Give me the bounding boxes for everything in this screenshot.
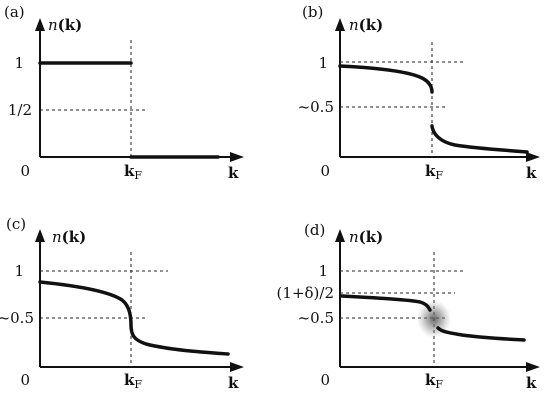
panel-a-ytick-half: 1/2 xyxy=(8,101,32,119)
panel-a-y-arrow xyxy=(35,18,45,31)
panel-b-ylabel: n(k) xyxy=(349,16,383,34)
panel-d-origin: 0 xyxy=(320,371,330,389)
panel-c-ytick-half: ~0.5 xyxy=(0,309,34,327)
panel-b-xlabel: k xyxy=(526,164,537,182)
panel-b-xtick-kf: kF xyxy=(425,162,443,182)
panel-b-ytick-1: 1 xyxy=(318,54,328,72)
panel-a-xlabel: k xyxy=(228,164,239,182)
panel-d-x-arrow xyxy=(526,362,540,372)
panel-c-y-arrow xyxy=(35,229,45,242)
panel-c-xlabel: k xyxy=(228,374,239,392)
panel-b-curve-below-kf xyxy=(338,64,434,94)
panel-a-xtick-kf: kF xyxy=(124,162,142,182)
panel-c-origin: 0 xyxy=(20,371,30,389)
panel-c-xtick-kf: kF xyxy=(124,371,142,391)
panel-d-ylabel: n(k) xyxy=(349,228,383,246)
panel-d-label: (d) xyxy=(304,221,325,239)
panel-d-curve-above-kf xyxy=(436,326,526,342)
panel-a-ylabel: n(k) xyxy=(48,16,82,34)
panel-b-curve-above-kf xyxy=(430,124,529,154)
panel-d-curve-below-kf xyxy=(340,294,432,312)
panel-d-ytick-delta: (1+δ)/2 xyxy=(277,284,334,302)
panel-d-y-arrow xyxy=(335,229,345,242)
panel-b-y-arrow xyxy=(335,18,345,31)
panel-c: (c) n(k) 1 ~0.5 0 kF k xyxy=(0,215,244,392)
panel-c-label: (c) xyxy=(6,215,26,233)
panel-d: (d) n(k) 1 (1+δ)/2 ~0.5 0 kF k xyxy=(277,221,540,392)
panel-b-x-arrow xyxy=(526,152,540,162)
panel-b-label: (b) xyxy=(302,3,323,21)
panel-a-x-arrow xyxy=(230,152,244,162)
panel-a: (a) n(k) 1 1/2 0 kF k xyxy=(4,3,244,182)
panel-a-ytick-1: 1 xyxy=(14,54,24,72)
panel-d-fuzzy-step xyxy=(417,300,451,338)
panel-b-origin: 0 xyxy=(320,162,330,180)
panel-d-ytick-1: 1 xyxy=(318,262,328,280)
panel-d-xtick-kf: kF xyxy=(425,371,443,391)
panel-d-ytick-half: ~0.5 xyxy=(298,309,334,327)
panel-a-origin: 0 xyxy=(20,162,30,180)
panel-c-curve xyxy=(38,280,230,356)
panel-c-ylabel: n(k) xyxy=(52,228,86,246)
panel-b-ytick-half: ~0.5 xyxy=(298,98,334,116)
panel-d-xlabel: k xyxy=(526,374,537,392)
panel-a-label: (a) xyxy=(4,3,25,21)
panel-c-ytick-1: 1 xyxy=(14,262,24,280)
panel-b: (b) n(k) 1 ~0.5 0 kF k xyxy=(298,3,540,182)
panel-c-x-arrow xyxy=(230,362,244,372)
